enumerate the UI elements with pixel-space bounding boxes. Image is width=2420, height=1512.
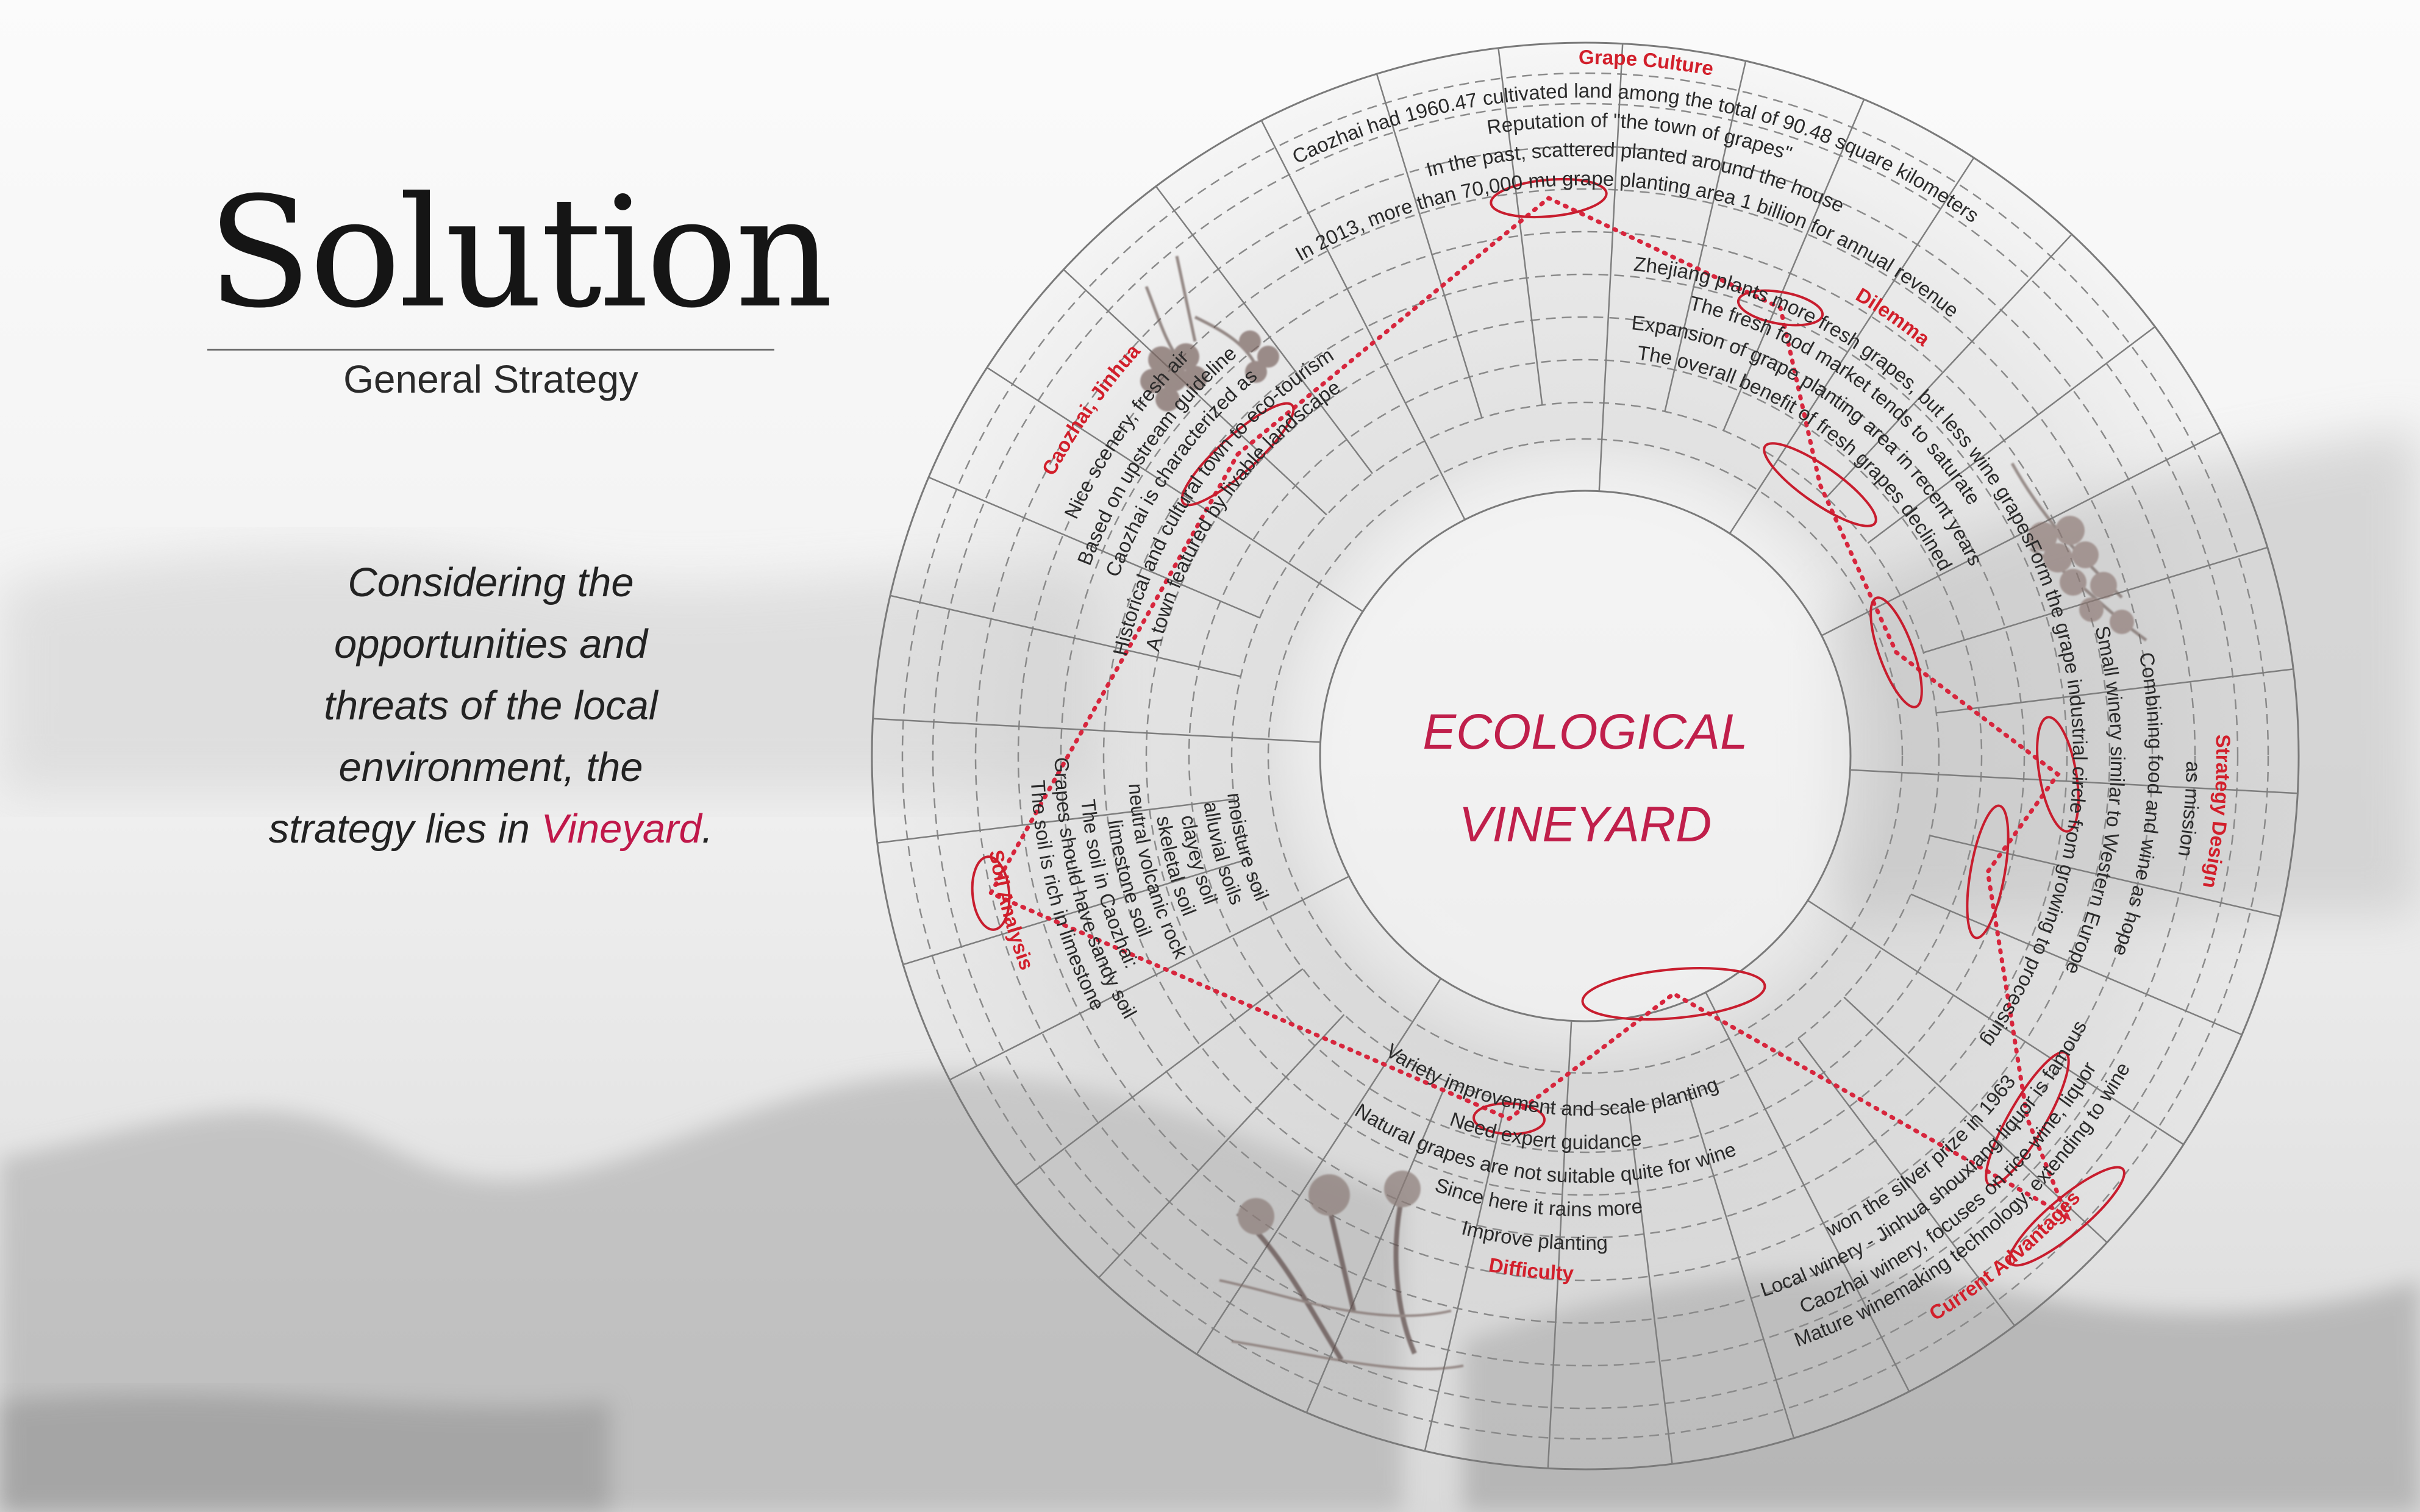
keyword-oval	[1490, 177, 1608, 219]
keyword-oval	[971, 855, 1011, 931]
wheel-spoke	[1497, 48, 1543, 405]
dotted-connector-path	[988, 195, 2072, 1221]
dashed-ring	[1188, 358, 1983, 1154]
intro-highlight: Vineyard	[541, 806, 702, 852]
wheel-spoke	[1547, 1021, 1572, 1469]
wheel-spoke	[1705, 992, 1910, 1393]
keyword-ovals	[971, 177, 2126, 1267]
keyword-oval	[1472, 1102, 1546, 1136]
wheel-spoke	[1063, 269, 1327, 516]
wheel-spoke	[1807, 899, 2184, 1146]
grape-vine-sketch	[2010, 462, 2147, 642]
wheel-spoke	[1826, 234, 2072, 498]
wheel-inner-hub	[1319, 490, 1852, 1022]
wheel-spoke	[1627, 1107, 1673, 1464]
wheel-spoke	[1664, 60, 1747, 412]
wheel-spoke	[1910, 893, 2243, 1036]
wheel-spoke	[1015, 968, 1304, 1186]
dashed-ring	[1145, 316, 2026, 1196]
wheel-spoke	[1155, 185, 1373, 474]
center-title-line2: VINEYARD	[1459, 797, 1712, 852]
dashed-ring	[901, 72, 2269, 1440]
wheel-spoke	[1598, 43, 1624, 491]
foreground-hills	[0, 1394, 610, 1512]
intro-text: Considering the opportunities and threat…	[268, 560, 658, 852]
keyword-oval	[1763, 442, 1877, 527]
dashed-ring	[1230, 401, 1940, 1111]
wheel-spoke	[890, 594, 1241, 677]
keyword-oval	[1985, 1050, 2070, 1187]
wheel-spoke	[1936, 668, 2294, 714]
keyword-oval	[1180, 402, 1295, 507]
wheel-spoke	[1850, 769, 2298, 794]
wheel-spoke	[1722, 99, 1865, 431]
dashed-ring	[1267, 438, 1904, 1074]
wheel-spoke	[1376, 73, 1483, 418]
wheel-spoke	[873, 718, 1321, 743]
wheel-spoke	[928, 476, 1260, 619]
wheel-spoke	[1843, 996, 2108, 1243]
keyword-oval	[1736, 289, 1824, 327]
left-panel: Solution General Strategy Considering th…	[0, 0, 833, 1512]
keyword-oval	[2008, 1166, 2126, 1267]
page-title: Solution	[207, 164, 833, 341]
keyword-oval	[1581, 967, 1766, 1021]
dashed-ring	[932, 102, 2239, 1410]
wheel-spoke	[1688, 1094, 1795, 1439]
dashed-ring	[974, 145, 2196, 1367]
wheel-outer-ring	[871, 41, 2300, 1471]
title-divider	[207, 349, 774, 351]
vineyard-trees-sketch	[1219, 1171, 1464, 1371]
dashed-ring	[1017, 188, 2154, 1324]
keyword-oval	[2036, 716, 2080, 833]
intro-paragraph: Considering the opportunities and threat…	[268, 552, 713, 860]
wheel-spoke	[949, 875, 1349, 1081]
dashed-ring	[1060, 230, 2111, 1282]
intro-end: .	[701, 806, 713, 852]
dashed-rings	[901, 72, 2269, 1440]
dashed-ring	[1102, 273, 2068, 1239]
wheel-spoke	[1196, 978, 1442, 1355]
wheel-spoke	[1260, 119, 1466, 520]
wheel-spoke	[877, 798, 1235, 844]
wheel-spoke	[1867, 326, 2156, 544]
distant-mountain-ridge	[0, 551, 1098, 793]
wheel-spoke	[902, 858, 1247, 966]
page-subtitle: General Strategy	[343, 357, 638, 401]
wheel-spoke	[1424, 1100, 1507, 1452]
wheel-spoke	[987, 366, 1363, 613]
wheel-spoke	[1098, 1014, 1345, 1278]
keyword-oval	[1869, 596, 1923, 708]
grape-wine-sketch	[1140, 255, 1279, 412]
wheel-spoke	[1929, 835, 2281, 918]
keyword-oval	[1966, 804, 2010, 940]
wheel-spoke	[1729, 157, 1975, 534]
center-title-line1: ECOLOGICAL	[1422, 704, 1747, 760]
